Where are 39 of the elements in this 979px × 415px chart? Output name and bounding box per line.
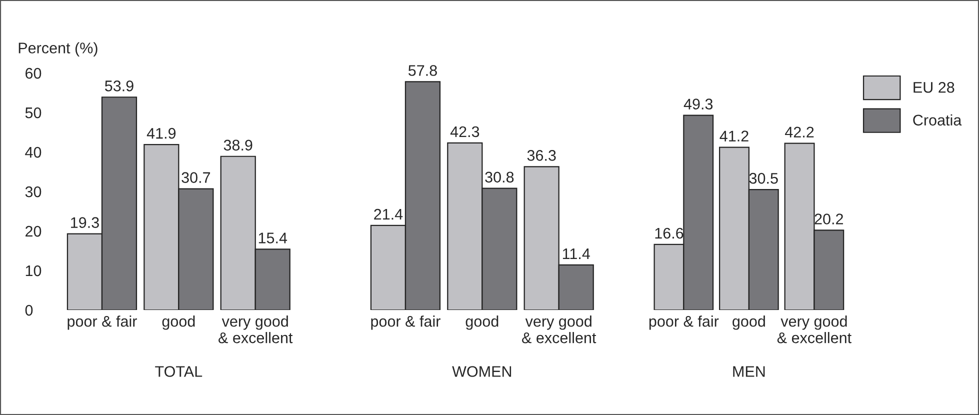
x-tick-label: good	[732, 316, 765, 330]
data-label: 11.4	[562, 248, 590, 260]
data-label: 30.5	[749, 172, 778, 184]
x-tick-label: poor & fair	[371, 316, 440, 330]
y-tick-label: 10	[26, 265, 42, 276]
data-label: 38.9	[224, 140, 252, 151]
data-label: 41.2	[720, 130, 748, 142]
y-tick-label: 50	[25, 107, 42, 118]
x-axis-title: MEN	[733, 366, 765, 377]
data-label: 53.9	[104, 80, 134, 92]
data-label: 30.7	[182, 172, 210, 183]
data-label: 30.8	[485, 172, 514, 183]
y-axis-title: Percent (%)	[18, 42, 98, 56]
x-tick-label: very good & excellent	[777, 316, 852, 344]
data-label: 42.2	[785, 126, 814, 138]
x-axis-title: WOMEN	[452, 366, 512, 377]
data-label: 42.3	[450, 126, 480, 138]
data-label: 41.9	[146, 128, 176, 139]
legend-label: Croatia	[913, 114, 962, 126]
data-label: 57.8	[408, 65, 437, 76]
data-label: 20.2	[814, 214, 843, 224]
data-label: 19.3	[71, 217, 99, 228]
data-label: 15.4	[258, 232, 288, 244]
y-tick-label: 40	[25, 146, 42, 158]
data-label: 49.3	[684, 98, 713, 110]
y-tick-label: 20	[26, 226, 42, 237]
data-label: 21.4	[374, 208, 403, 220]
y-tick-label: 60	[26, 68, 42, 79]
x-tick-label: good	[466, 316, 498, 330]
legend-label: EU 28	[914, 82, 954, 93]
y-tick-label: 30	[25, 186, 42, 198]
x-tick-label: good	[162, 316, 195, 330]
x-tick-label: poor & fair	[649, 316, 719, 330]
y-tick-label: 0	[25, 304, 33, 316]
x-tick-label: poor & fair	[68, 316, 137, 330]
data-label: 36.3	[527, 150, 556, 161]
x-axis-title: TOTAL	[155, 366, 202, 377]
x-tick-label: very good & excellent	[218, 316, 293, 344]
x-tick-label: very good & excellent	[522, 316, 596, 344]
